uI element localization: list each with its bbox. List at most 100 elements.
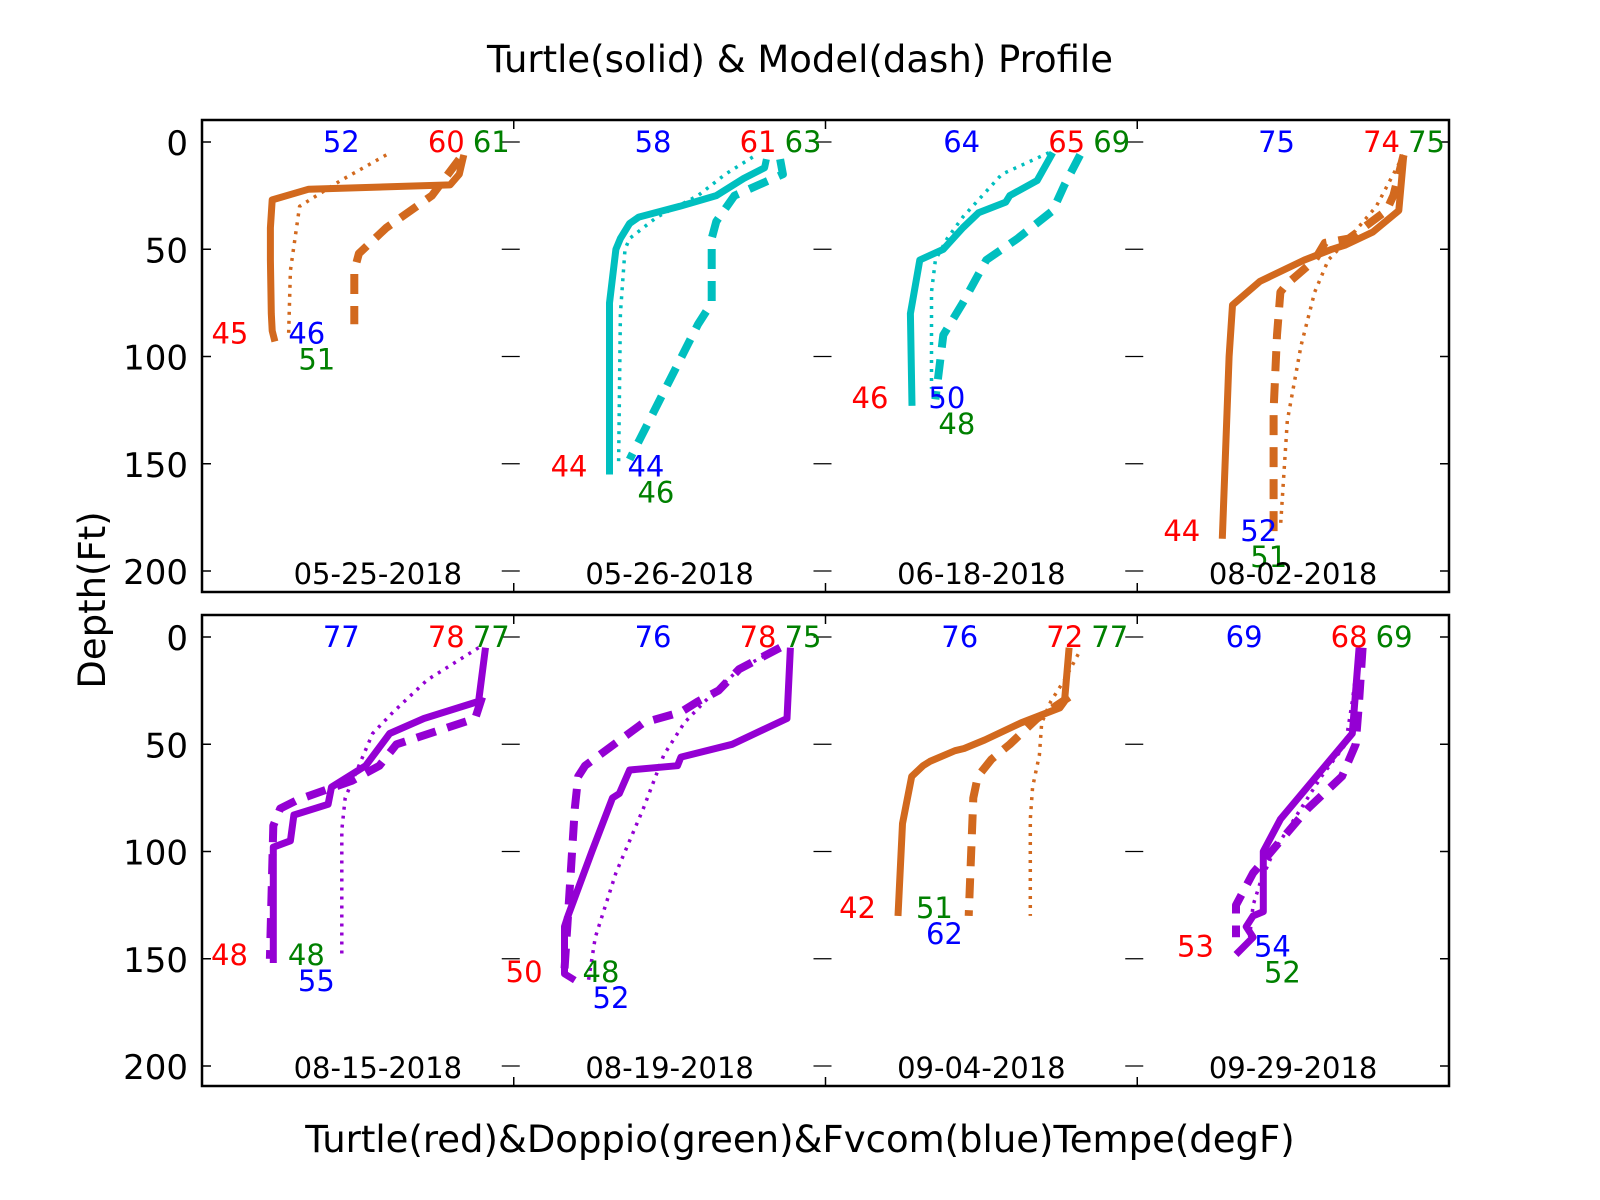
y-tick-label: 100 bbox=[123, 834, 188, 874]
series-line-fvcom bbox=[340, 646, 480, 959]
top-value-label-doppio: 75 bbox=[785, 620, 822, 654]
series-line-turtle bbox=[269, 647, 489, 963]
y-tick-label: 0 bbox=[166, 124, 188, 164]
date-label: 06-18-2018 bbox=[897, 557, 1066, 591]
y-tick-label: 200 bbox=[123, 553, 188, 593]
y-tick-label: 200 bbox=[123, 1048, 188, 1088]
bottom-value-label-turtle: 53 bbox=[1177, 929, 1214, 963]
bottom-value-label-fvcom: 52 bbox=[593, 981, 630, 1015]
top-value-label-fvcom: 64 bbox=[943, 125, 980, 159]
top-value-label-fvcom: 58 bbox=[635, 125, 672, 159]
top-value-label-turtle: 61 bbox=[740, 125, 777, 159]
date-label: 08-19-2018 bbox=[585, 1051, 754, 1085]
top-value-label-doppio: 77 bbox=[1091, 620, 1128, 654]
bottom-value-label-doppio: 51 bbox=[298, 342, 335, 376]
top-value-label-turtle: 60 bbox=[428, 125, 465, 159]
y-tick-label: 150 bbox=[123, 446, 188, 486]
date-label: 05-25-2018 bbox=[294, 557, 463, 591]
date-label: 09-29-2018 bbox=[1209, 1051, 1378, 1085]
bottom-value-label-turtle: 44 bbox=[1163, 514, 1200, 548]
bottom-value-label-fvcom: 54 bbox=[1254, 929, 1291, 963]
series-line-doppio bbox=[265, 695, 486, 959]
bottom-value-label-fvcom: 50 bbox=[928, 381, 965, 415]
x-axis-label: Turtle(red)&Doppio(green)&Fvcom(blue)Tem… bbox=[304, 1118, 1294, 1161]
date-label: 08-02-2018 bbox=[1209, 557, 1378, 591]
y-tick-label: 50 bbox=[145, 726, 188, 766]
series-line-turtle bbox=[266, 154, 468, 343]
bottom-value-label-fvcom: 62 bbox=[926, 917, 963, 951]
bottom-value-label-fvcom: 44 bbox=[627, 449, 664, 483]
top-value-label-fvcom: 52 bbox=[323, 125, 360, 159]
top-panel-ticks: 0 50 100 150 200 bbox=[123, 120, 1449, 593]
bottom-value-label-turtle: 50 bbox=[506, 955, 543, 989]
bottom-value-label-doppio: 48 bbox=[288, 938, 325, 972]
series-line-fvcom bbox=[1278, 154, 1406, 529]
top-value-label-doppio: 69 bbox=[1376, 620, 1413, 654]
series-line-turtle bbox=[606, 158, 770, 475]
bottom-value-label-turtle: 44 bbox=[551, 449, 588, 483]
bottom-value-label-doppio: 52 bbox=[1264, 955, 1301, 989]
series-line-doppio bbox=[350, 156, 463, 325]
top-value-label-fvcom: 76 bbox=[635, 620, 672, 654]
top-value-label-turtle: 65 bbox=[1048, 125, 1085, 159]
top-value-label-doppio: 75 bbox=[1408, 125, 1445, 159]
y-tick-label: 100 bbox=[123, 339, 188, 379]
series-line-fvcom bbox=[929, 151, 1050, 389]
date-label: 05-26-2018 bbox=[585, 557, 754, 591]
top-value-label-fvcom: 77 bbox=[323, 620, 360, 654]
series-line-doppio bbox=[560, 644, 782, 970]
series-line-fvcom bbox=[286, 153, 388, 336]
series-line-turtle bbox=[894, 647, 1073, 917]
y-tick-label: 150 bbox=[123, 941, 188, 981]
top-value-label-turtle: 72 bbox=[1046, 620, 1083, 654]
top-value-label-turtle: 78 bbox=[428, 620, 465, 654]
bottom-value-label-turtle: 42 bbox=[839, 891, 876, 925]
bottom-value-label-doppio: 51 bbox=[916, 891, 953, 925]
series-line-fvcom bbox=[1028, 653, 1080, 916]
series-line-fvcom bbox=[586, 646, 781, 981]
series-line-fvcom bbox=[616, 155, 754, 464]
series-line-doppio bbox=[626, 158, 787, 462]
top-value-label-doppio: 63 bbox=[785, 125, 822, 159]
top-value-label-fvcom: 75 bbox=[1258, 125, 1295, 159]
series-line-doppio bbox=[931, 153, 1084, 400]
top-value-label-turtle: 78 bbox=[740, 620, 777, 654]
bottom-value-label-doppio: 48 bbox=[938, 407, 975, 441]
bottom-value-label-fvcom: 52 bbox=[1240, 514, 1277, 548]
y-tick-label: 50 bbox=[145, 231, 188, 271]
top-value-label-fvcom: 69 bbox=[1226, 620, 1263, 654]
top-value-label-turtle: 68 bbox=[1331, 620, 1368, 654]
series-line-turtle bbox=[906, 150, 1056, 406]
top-value-label-turtle: 74 bbox=[1363, 125, 1400, 159]
bottom-value-label-doppio: 48 bbox=[583, 955, 620, 989]
top-value-label-fvcom: 76 bbox=[941, 620, 978, 654]
series-line-doppio bbox=[964, 693, 1072, 917]
series-line-turtle bbox=[1233, 647, 1363, 957]
top-value-label-doppio: 77 bbox=[473, 620, 510, 654]
bottom-value-label-turtle: 45 bbox=[211, 316, 248, 350]
bottom-panel-ticks: 0 50 100 150 200 bbox=[123, 615, 1449, 1088]
date-label: 09-04-2018 bbox=[897, 1051, 1066, 1085]
series-line-turtle bbox=[561, 647, 794, 984]
bottom-value-label-doppio: 46 bbox=[637, 475, 674, 509]
bottom-value-label-fvcom: 55 bbox=[298, 964, 335, 998]
top-value-label-doppio: 69 bbox=[1093, 125, 1130, 159]
bottom-value-label-fvcom: 46 bbox=[288, 316, 325, 350]
series-line-doppio bbox=[1269, 153, 1408, 539]
bottom-value-label-turtle: 48 bbox=[211, 938, 248, 972]
bottom-value-label-doppio: 51 bbox=[1250, 540, 1287, 574]
date-label: 08-15-2018 bbox=[294, 1051, 463, 1085]
bottom-value-label-turtle: 46 bbox=[852, 381, 889, 415]
